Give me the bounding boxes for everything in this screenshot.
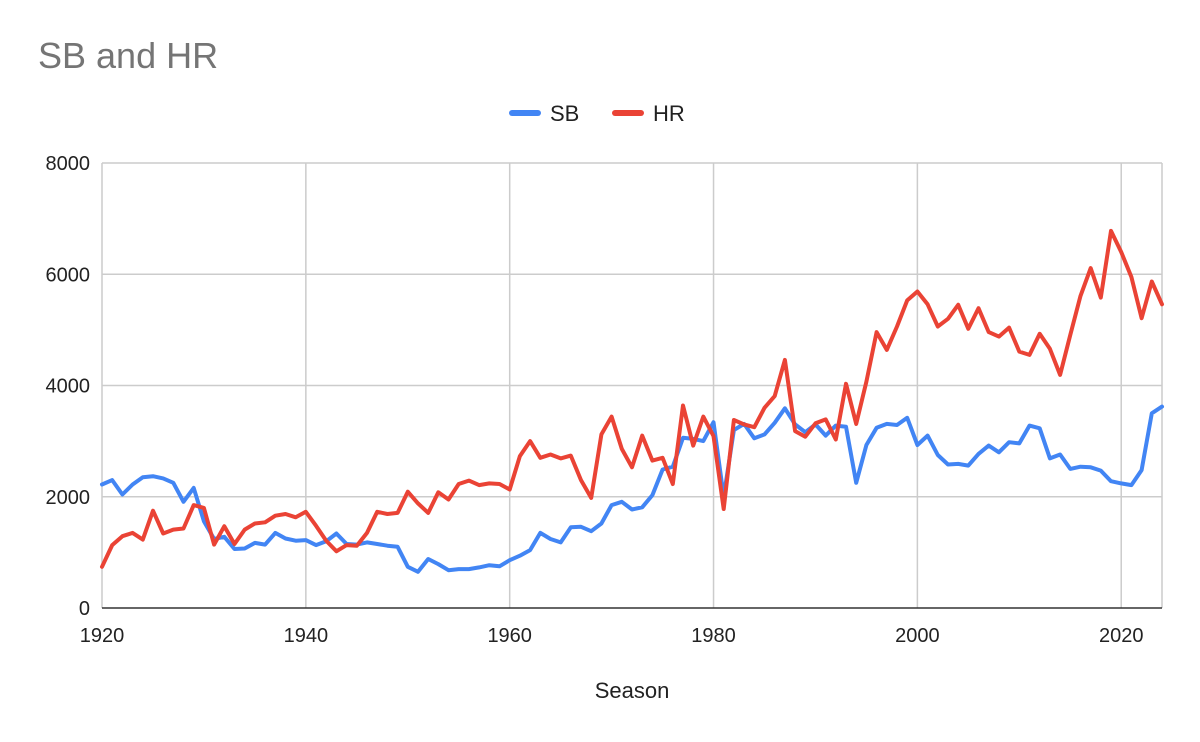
legend-item-hr[interactable]: HR [612,101,685,126]
y-tick-label: 8000 [46,153,91,175]
legend-item-sb[interactable]: SB [509,101,579,126]
series-lines [100,228,1164,574]
series-line-hr [100,228,1164,569]
x-tick-label: 1940 [284,625,329,647]
y-axis-ticks: 0 2000 4000 6000 8000 [46,153,91,620]
legend-label: SB [550,101,579,126]
legend-label: HR [653,101,685,126]
y-tick-label: 6000 [46,264,91,286]
chart-title: SB and HR [38,35,218,76]
x-axis-title: Season [595,678,670,703]
gridlines [101,162,1163,608]
legend: SB HR [509,101,685,126]
x-tick-label: 2000 [895,625,940,647]
y-tick-label: 0 [79,598,90,620]
x-tick-label: 1920 [80,625,125,647]
x-tick-label: 1960 [487,625,532,647]
series-line-sb [100,404,1164,574]
y-tick-label: 4000 [46,376,91,398]
x-tick-label: 2020 [1099,625,1144,647]
x-axis-ticks: 1920 1940 1960 1980 2000 2020 [80,625,1144,647]
x-tick-label: 1980 [691,625,736,647]
y-tick-label: 2000 [46,487,91,509]
